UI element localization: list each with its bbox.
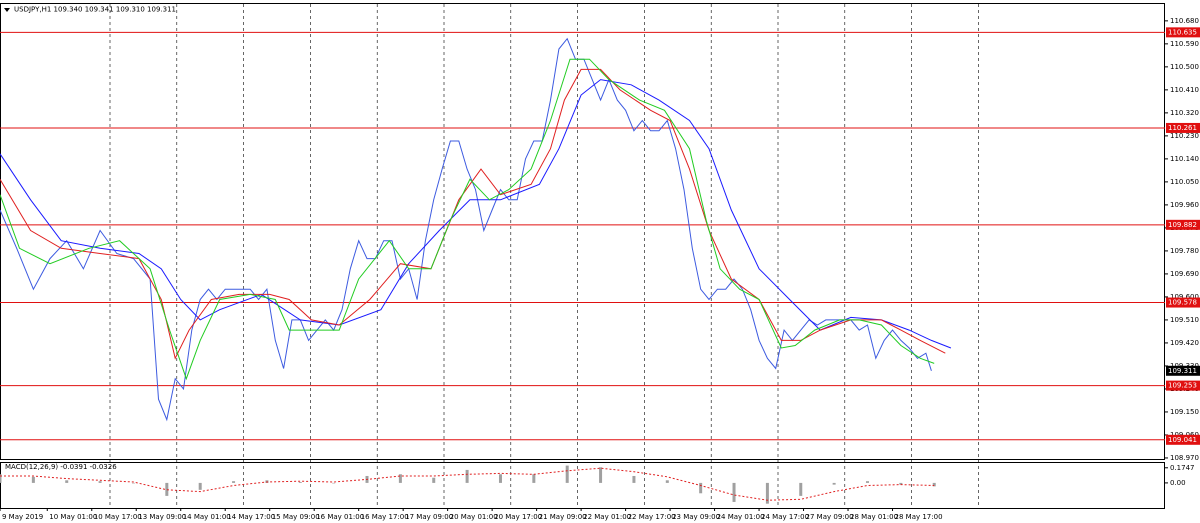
x-tick-label: 27 May 09:00 [806, 513, 854, 521]
x-tick-label: 16 May 17:00 [361, 513, 409, 521]
x-tick-label: 23 May 09:00 [672, 513, 720, 521]
x-tick-label: 9 May 2019 [2, 513, 43, 521]
macd-bar [232, 481, 236, 483]
x-tick-label: 28 May 01:00 [850, 513, 898, 521]
y-tick-label: 110.500 [1170, 63, 1199, 71]
y-tick-label: 109.600 [1170, 293, 1199, 301]
macd-bar [165, 482, 169, 496]
y-tick-label: 0.1747 [1170, 464, 1195, 472]
y-tick-label: 110.230 [1170, 132, 1199, 140]
level-label-box [1166, 297, 1200, 308]
series-line [0, 467, 935, 501]
level-label-box [1166, 219, 1200, 230]
macd-bar [832, 482, 836, 485]
y-tick-label: 110.680 [1170, 17, 1199, 25]
level-label-box [1166, 122, 1200, 133]
macd-bar [332, 482, 336, 484]
menu-icon [4, 8, 10, 12]
series-line [0, 79, 952, 349]
macd-bar [899, 482, 903, 485]
x-tick-label: 28 May 17:00 [895, 513, 943, 521]
macd-bar [298, 482, 302, 483]
x-tick-label: 10 May 17:00 [94, 513, 142, 521]
y-tick-label: 0.00 [1170, 479, 1186, 487]
level-label: 109.041 [1168, 436, 1197, 444]
level-label: 109.882 [1168, 221, 1197, 229]
x-tick-label: 22 May 17:00 [628, 513, 676, 521]
x-tick-label: 16 May 01:00 [316, 513, 364, 521]
level-label-box [1166, 434, 1200, 445]
macd-bar [0, 474, 2, 483]
macd-bar [799, 482, 803, 496]
level-label: 109.253 [1168, 382, 1197, 390]
chart-title: USDJPY,H1 109.340 109.341 109.310 109.31… [14, 6, 176, 14]
level-label: 110.261 [1168, 124, 1197, 132]
x-tick-label: 15 May 09:00 [272, 513, 320, 521]
macd-bar [699, 482, 703, 494]
macd-bar [465, 469, 469, 483]
y-tick-label: 110.140 [1170, 155, 1199, 163]
macd-bar [932, 482, 936, 487]
macd-bar [432, 477, 436, 483]
macd-bar [31, 476, 35, 483]
macd-bar [532, 474, 536, 483]
y-tick-label: 109.150 [1170, 408, 1199, 416]
grid [109, 4, 979, 508]
y-tick-label: 109.960 [1170, 201, 1199, 209]
y-tick-label: 110.410 [1170, 86, 1199, 94]
y-tick-label: 109.780 [1170, 247, 1199, 255]
y-tick-label: 110.050 [1170, 178, 1199, 186]
y-tick-label: 110.590 [1170, 40, 1199, 48]
y-tick-label: 108.970 [1170, 454, 1199, 462]
series-line [0, 58, 935, 381]
series-line [0, 68, 946, 360]
macd-bar [498, 474, 502, 483]
macd-bar [198, 482, 202, 490]
macd-bar [98, 481, 102, 483]
x-tick-label: 14 May 01:00 [183, 513, 231, 521]
y-tick-label: 109.420 [1170, 339, 1199, 347]
level-label: 109.578 [1168, 299, 1197, 307]
macd-bar [765, 482, 769, 504]
x-tick-label: 24 May 01:00 [717, 513, 765, 521]
last-price: 109.311 [1168, 367, 1197, 375]
level-label-box [1166, 380, 1200, 391]
macd-bar [665, 480, 669, 483]
macd-bar [565, 465, 569, 483]
y-tick-label: 109.690 [1170, 270, 1199, 278]
macd-bar [732, 482, 736, 502]
x-tick-label: 22 May 01:00 [583, 513, 631, 521]
macd-bar [632, 475, 636, 483]
macd-bar [398, 474, 402, 483]
x-tick-label: 20 May 01:00 [450, 513, 498, 521]
last-price-box [1166, 365, 1200, 376]
macd-bar [131, 482, 135, 484]
level-label: 110.635 [1168, 28, 1197, 36]
y-tick-label: 110.320 [1170, 109, 1199, 117]
x-tick-label: 17 May 09:00 [405, 513, 453, 521]
macd-bar [65, 480, 69, 483]
macd-panel [0, 462, 1165, 509]
x-tick-label: 24 May 17:00 [761, 513, 809, 521]
level-label-box [1166, 27, 1200, 38]
macd-title: MACD(12,26,9) -0.0391 -0.0326 [5, 463, 117, 471]
price-panel [0, 3, 1165, 460]
x-tick-label: 10 May 01:00 [49, 513, 97, 521]
x-tick-label: 21 May 09:00 [539, 513, 587, 521]
x-tick-label: 20 May 17:00 [494, 513, 542, 521]
macd-bar [865, 481, 869, 483]
y-tick-label: 109.510 [1170, 316, 1199, 324]
macd-bar [599, 467, 603, 483]
x-tick-label: 14 May 17:00 [227, 513, 275, 521]
x-tick-label: 13 May 09:00 [138, 513, 186, 521]
